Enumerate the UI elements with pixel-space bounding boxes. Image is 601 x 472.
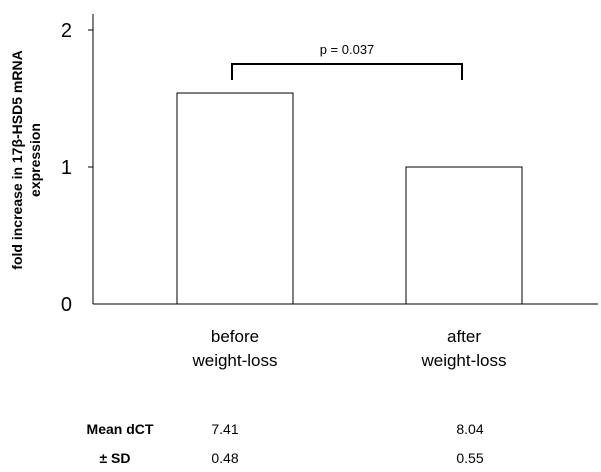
y-axis-label: fold increase in 17β-HSD5 mRNA — [9, 50, 25, 269]
x-tick-label: after — [447, 327, 481, 346]
stats-cell: 0.55 — [456, 450, 483, 466]
stats-row-label: Mean dCT — [87, 421, 154, 437]
stats-cell: 0.48 — [211, 450, 238, 466]
bar — [176, 92, 294, 305]
bar — [405, 166, 523, 305]
y-axis-label: expression — [27, 123, 43, 197]
y-tick-label: 1 — [61, 157, 72, 179]
y-tick-label: 2 — [61, 20, 72, 42]
stats-cell: 7.41 — [211, 421, 238, 437]
x-tick-label: before — [211, 327, 259, 346]
y-tick-label: 0 — [61, 294, 72, 316]
x-tick-label: weight-loss — [420, 351, 506, 370]
stats-cell: 8.04 — [456, 421, 483, 437]
significance-bracket — [231, 63, 463, 80]
significance-label: p = 0.037 — [320, 42, 375, 57]
x-tick-label: weight-loss — [191, 351, 277, 370]
stats-row-label: ± SD — [99, 450, 130, 466]
